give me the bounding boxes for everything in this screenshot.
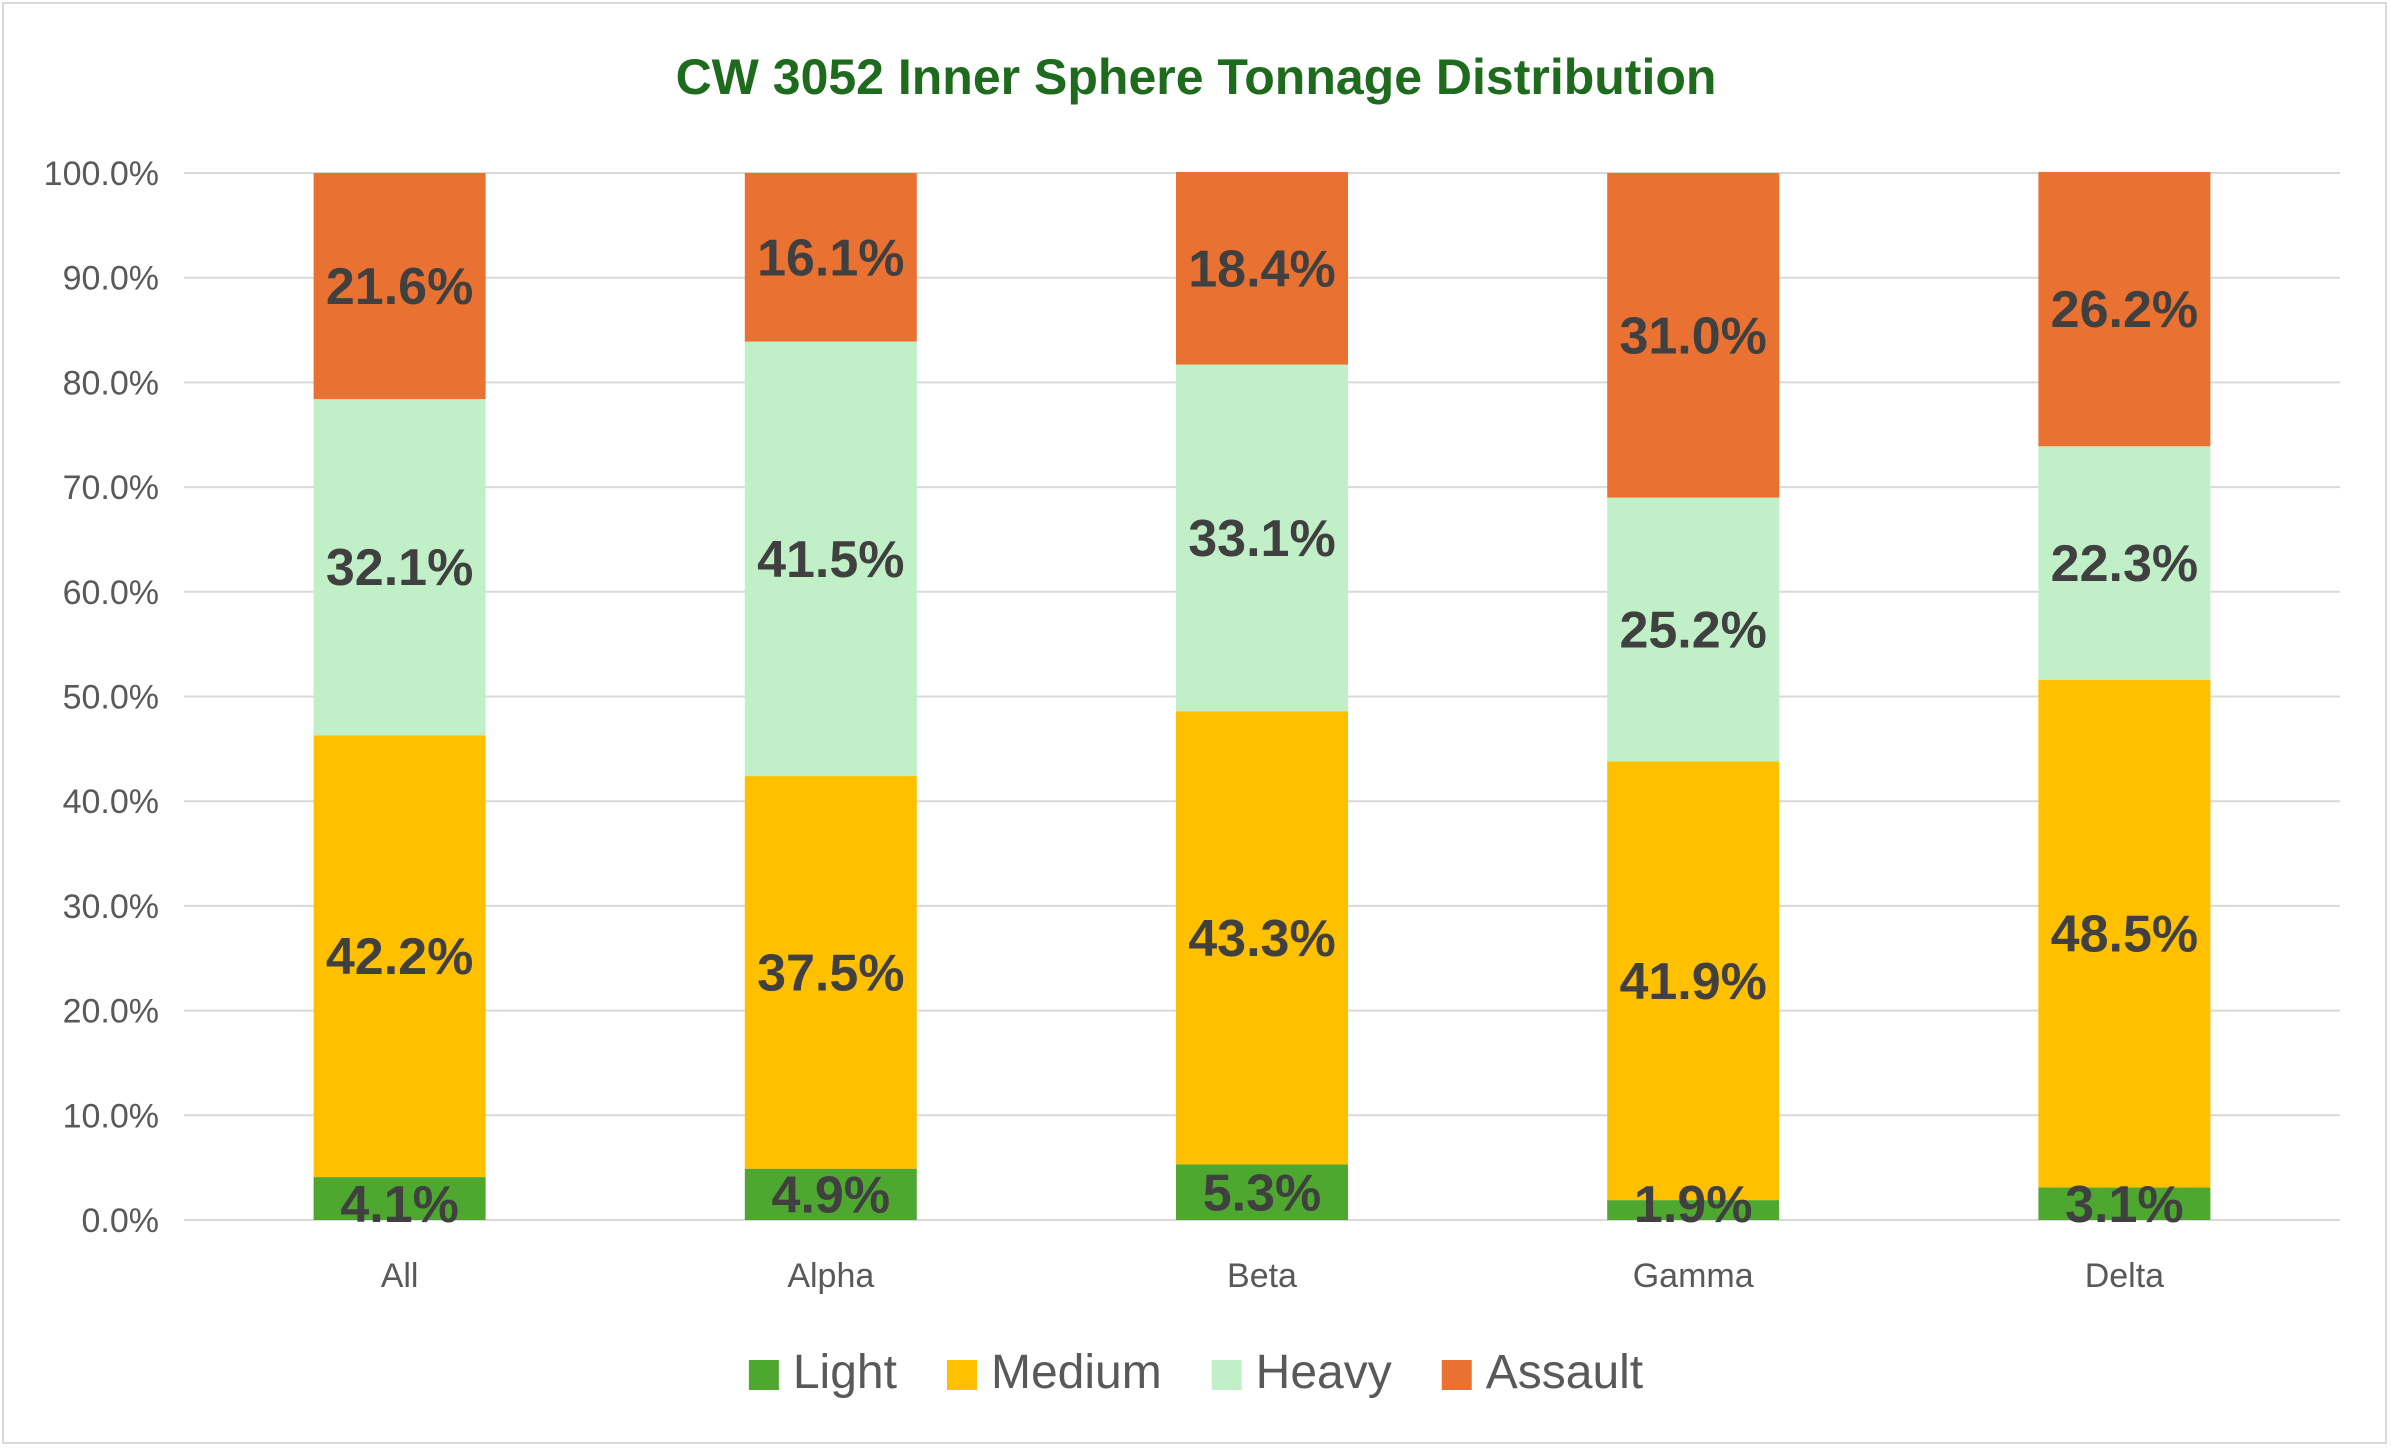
y-tick-label: 30.0% <box>63 888 159 926</box>
bar-medium-alpha <box>744 776 917 1169</box>
legend-label: Medium <box>991 1346 1162 1399</box>
y-tick-label: 60.0% <box>63 574 159 612</box>
x-tick-label: Delta <box>2085 1257 2164 1295</box>
legend-swatch <box>1211 1360 1242 1390</box>
data-label-light-all: 4.1% <box>340 1176 459 1234</box>
y-tick-label: 100.0% <box>44 155 159 193</box>
x-axis-ticks: All Alpha Beta Gamma Delta <box>381 1257 2164 1295</box>
bar-heavy-alpha <box>744 341 917 777</box>
y-tick-label: 0.0% <box>82 1202 160 1240</box>
bar-medium-all <box>313 735 486 1178</box>
data-label-heavy-delta: 22.3% <box>2051 535 2198 593</box>
bar-assault-gamma <box>1607 173 1780 498</box>
legend-swatch <box>946 1360 977 1390</box>
bar-heavy-delta <box>2038 446 2211 680</box>
data-label-medium-delta: 48.5% <box>2051 906 2198 964</box>
data-label-assault-gamma: 31.0% <box>1619 307 1766 365</box>
legend-label: Assault <box>1486 1346 1643 1399</box>
bar-assault-beta <box>1176 171 1348 365</box>
y-tick-label: 50.0% <box>63 679 159 717</box>
data-label-medium-beta: 43.3% <box>1188 910 1335 968</box>
legend: Light Medium Heavy Assault <box>748 1346 1643 1399</box>
y-tick-label: 80.0% <box>63 364 159 402</box>
data-label-assault-alpha: 16.1% <box>757 229 904 287</box>
data-label-medium-alpha: 37.5% <box>757 944 904 1002</box>
data-label-light-alpha: 4.9% <box>772 1166 891 1224</box>
x-tick-label: Gamma <box>1633 1257 1754 1295</box>
legend-item-light: Light <box>748 1346 897 1399</box>
bar-assault-all <box>313 173 486 400</box>
data-label-assault-delta: 26.2% <box>2051 281 2198 339</box>
legend-item-assault: Assault <box>1441 1346 1643 1399</box>
data-label-heavy-alpha: 41.5% <box>757 531 904 589</box>
legend-swatch <box>1441 1360 1472 1390</box>
legend-item-heavy: Heavy <box>1211 1346 1392 1399</box>
data-label-assault-beta: 18.4% <box>1188 240 1335 298</box>
bar-heavy-all <box>313 399 486 736</box>
data-label-heavy-gamma: 25.2% <box>1619 601 1766 659</box>
data-label-assault-all: 21.6% <box>326 258 473 316</box>
y-tick-label: 40.0% <box>63 783 159 821</box>
bar-heavy-beta <box>1176 364 1348 712</box>
y-tick-label: 70.0% <box>63 469 159 507</box>
bar-heavy-gamma <box>1607 497 1780 762</box>
bar-light-gamma <box>1607 1200 1780 1220</box>
data-label-medium-gamma: 41.9% <box>1619 953 1766 1011</box>
legend-label: Light <box>793 1346 897 1399</box>
legend-item-medium: Medium <box>946 1346 1162 1399</box>
bar-light-beta <box>1176 1164 1348 1220</box>
bar-medium-gamma <box>1607 761 1780 1201</box>
bar-light-all <box>313 1177 486 1220</box>
x-tick-label: Beta <box>1227 1257 1297 1295</box>
y-tick-label: 20.0% <box>63 993 159 1031</box>
chart-canvas: CW 3052 Inner Sphere Tonnage Distributio… <box>44 49 2340 1399</box>
legend-swatch <box>748 1360 779 1390</box>
data-label-light-gamma: 1.9% <box>1634 1176 1753 1234</box>
x-tick-label: Alpha <box>787 1257 874 1295</box>
data-label-medium-all: 42.2% <box>326 928 473 986</box>
bar-medium-delta <box>2038 679 2211 1188</box>
data-label-light-delta: 3.1% <box>2065 1176 2184 1234</box>
data-labels: 4.1% 42.2% 32.1% 21.6% 4.9% 37.5% 41.5% 16.1% 5.… <box>326 229 2198 1234</box>
bar-light-alpha <box>744 1168 917 1220</box>
bar-light-delta <box>2038 1187 2211 1220</box>
bars <box>313 171 2211 1220</box>
data-label-light-beta: 5.3% <box>1203 1164 1322 1222</box>
chart-title: CW 3052 Inner Sphere Tonnage Distributio… <box>676 49 1717 105</box>
y-tick-label: 10.0% <box>63 1097 159 1135</box>
bar-assault-delta <box>2038 171 2211 447</box>
legend-label: Heavy <box>1256 1346 1392 1399</box>
x-tick-label: All <box>381 1257 419 1295</box>
data-label-heavy-beta: 33.1% <box>1188 510 1335 568</box>
y-tick-label: 90.0% <box>63 260 159 298</box>
data-label-heavy-all: 32.1% <box>326 539 473 597</box>
bar-medium-beta <box>1176 711 1348 1165</box>
bar-assault-alpha <box>744 173 917 342</box>
y-axis-ticks: 0.0% 10.0% 20.0% 30.0% 40.0% 50.0% 60.0% 70.0% 8… <box>44 155 159 1240</box>
